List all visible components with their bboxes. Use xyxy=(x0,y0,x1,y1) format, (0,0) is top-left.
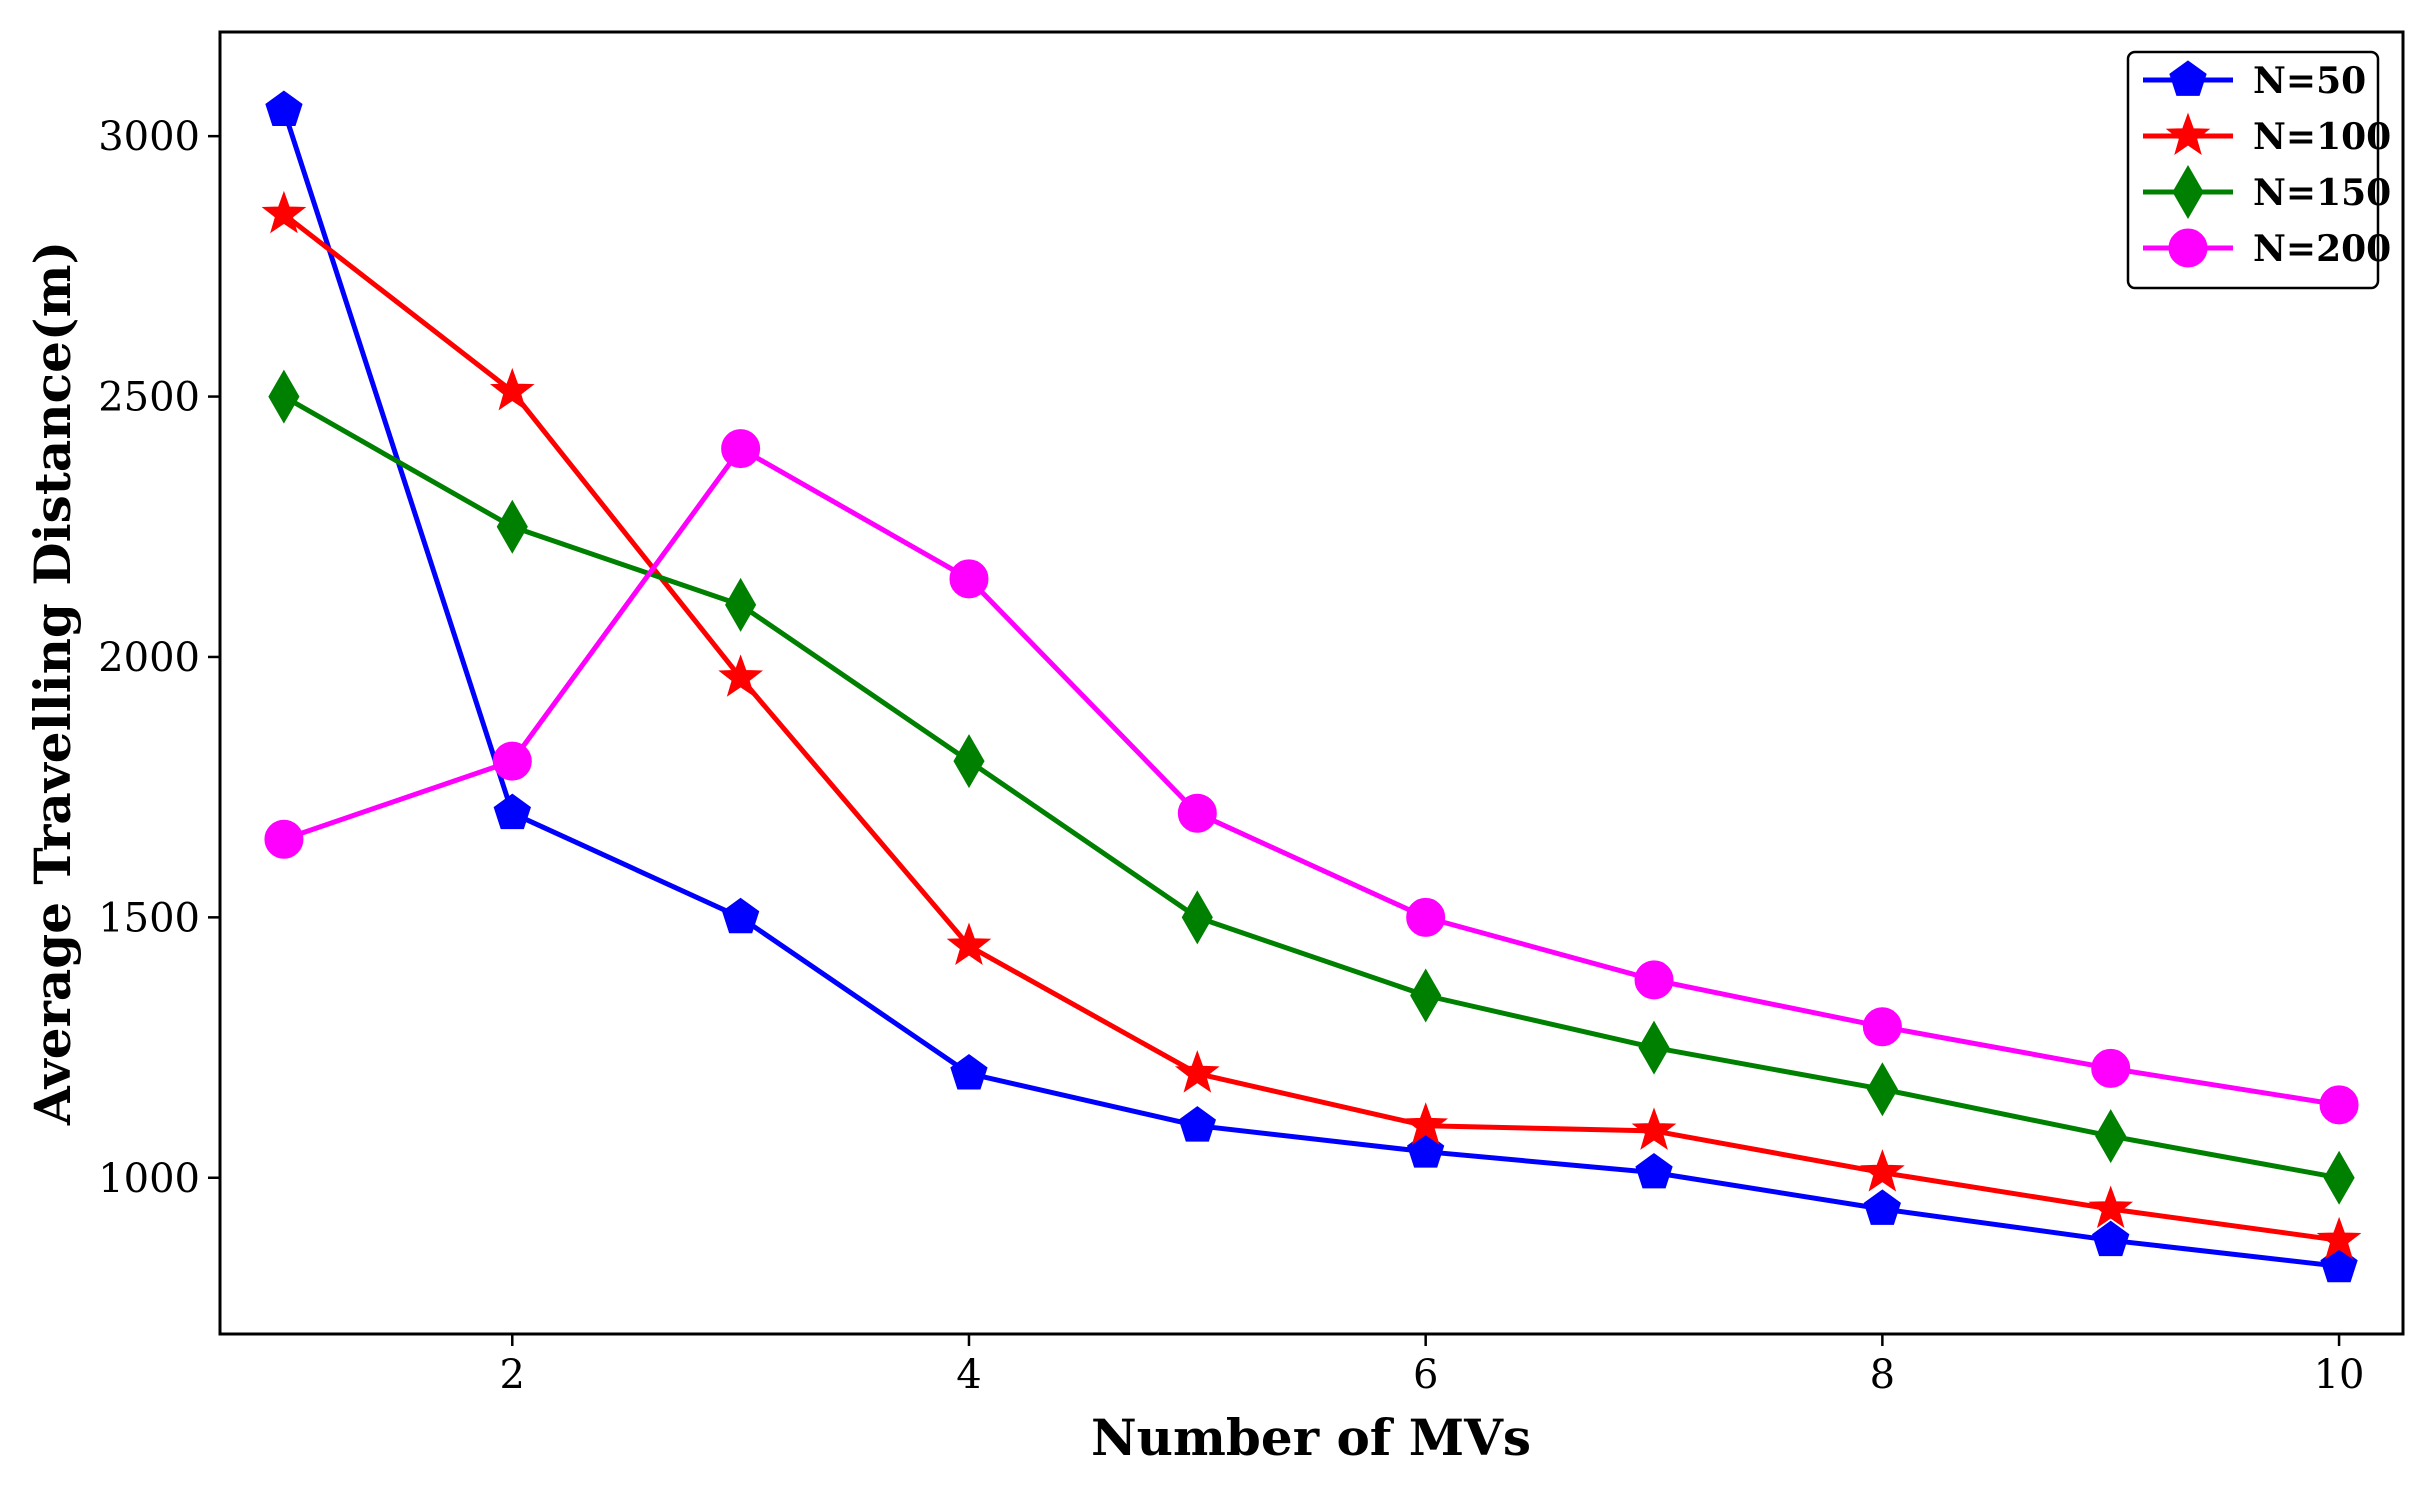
legend-marker xyxy=(2169,60,2207,96)
data-point xyxy=(1410,968,1442,1023)
y-tick-label: 1500 xyxy=(98,895,200,941)
data-point xyxy=(1403,1102,1449,1145)
data-point xyxy=(489,367,535,411)
series-N=200 xyxy=(264,429,2359,1125)
y-tick-label: 1000 xyxy=(98,1156,200,1202)
legend-entry-N=200: N=200 xyxy=(2143,228,2391,270)
x-tick-label: 2 xyxy=(500,1352,525,1398)
data-point xyxy=(2319,1085,2359,1125)
series-line-N=100 xyxy=(282,212,2340,1243)
data-point xyxy=(1866,1062,1898,1117)
x-tick-label: 10 xyxy=(2314,1352,2365,1398)
x-axis: 2 4 6 8 10 xyxy=(500,1334,2365,1398)
data-point xyxy=(721,429,761,469)
legend-label: N=50 xyxy=(2253,60,2366,102)
data-point xyxy=(2088,1185,2133,1229)
series-layer xyxy=(261,90,2362,1283)
data-point xyxy=(496,499,528,554)
data-point xyxy=(264,819,304,859)
series-N=150 xyxy=(268,369,2355,1205)
data-point xyxy=(953,734,985,789)
y-tick-label: 2500 xyxy=(98,375,200,421)
y-axis: 1000 1500 2000 2500 3000 xyxy=(98,114,220,1202)
y-tick-label: 2000 xyxy=(98,635,200,681)
y-tick-label: 3000 xyxy=(98,114,200,160)
series-line-N=200 xyxy=(283,446,2340,1108)
series-N=50 xyxy=(265,90,2358,1283)
data-point xyxy=(1631,1107,1677,1150)
data-point xyxy=(718,654,764,697)
series-N=100 xyxy=(261,190,2362,1260)
data-point xyxy=(1635,1152,1673,1189)
plot-frame xyxy=(218,30,2405,1336)
data-point xyxy=(268,369,300,424)
legend-marker xyxy=(2172,164,2204,220)
legend-entry-N=100: N=100 xyxy=(2143,112,2391,158)
legend-entry-N=150: N=150 xyxy=(2143,164,2391,220)
data-point xyxy=(950,1053,988,1090)
legend-label: N=100 xyxy=(2253,116,2391,158)
data-point xyxy=(2091,1048,2131,1088)
legend: N=50 N=100 N=150 N=200 xyxy=(2126,50,2391,290)
data-point xyxy=(1863,1189,1901,1225)
data-point xyxy=(1174,1050,1220,1093)
series-line-N=150 xyxy=(282,394,2340,1181)
data-point xyxy=(1406,897,1446,937)
data-point xyxy=(725,577,757,632)
x-tick-label: 4 xyxy=(956,1352,981,1398)
data-point xyxy=(1862,1007,1902,1047)
data-point xyxy=(1177,793,1217,833)
data-point xyxy=(493,793,531,830)
y-axis-title: Average Travelling Distance(m) xyxy=(23,241,82,1126)
series-line-N=50 xyxy=(281,109,2340,1269)
x-tick-label: 6 xyxy=(1413,1352,1438,1398)
x-tick-label: 8 xyxy=(1870,1352,1895,1398)
legend-entry-N=50: N=50 xyxy=(2143,60,2366,102)
legend-label: N=200 xyxy=(2253,228,2391,270)
data-point xyxy=(722,897,760,934)
x-axis-title: Number of MVs xyxy=(1091,1408,1531,1467)
data-point xyxy=(265,90,303,126)
data-point xyxy=(1638,1020,1670,1075)
data-point xyxy=(949,559,989,599)
data-point xyxy=(261,190,307,234)
legend-marker xyxy=(2168,228,2208,268)
data-point xyxy=(1178,1106,1216,1142)
data-point xyxy=(1181,890,1213,945)
data-point xyxy=(1634,960,1674,1000)
data-point xyxy=(2323,1150,2355,1205)
data-point xyxy=(2092,1220,2130,1257)
data-point xyxy=(2316,1216,2362,1260)
data-point xyxy=(492,741,532,781)
data-point xyxy=(946,922,992,966)
legend-marker xyxy=(2165,112,2211,155)
legend-label: N=150 xyxy=(2253,172,2391,214)
data-point xyxy=(2095,1109,2127,1164)
data-point xyxy=(1859,1149,1905,1192)
